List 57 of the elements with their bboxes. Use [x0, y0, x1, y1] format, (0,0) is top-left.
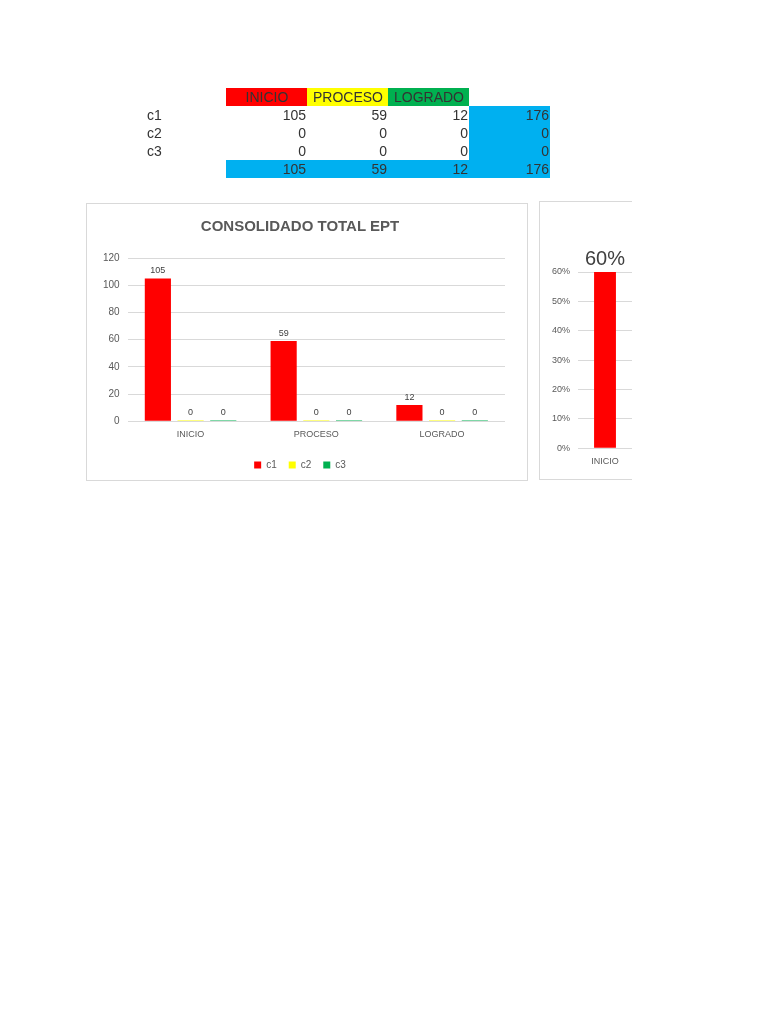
y-tick-label: 20 — [108, 387, 121, 399]
y-tick-label: 40 — [108, 360, 121, 372]
y-tick-label: 0 — [114, 414, 121, 426]
data-label: 176 — [469, 106, 550, 124]
bar — [270, 340, 297, 421]
x-tick-label: INICIO — [226, 88, 307, 106]
data-label: 0 — [388, 142, 469, 160]
data-label: 12 — [388, 160, 469, 178]
data-label: 0 — [307, 124, 388, 142]
data-label: 0 — [346, 407, 352, 418]
y-tick-label: 0% — [557, 442, 571, 453]
bar — [144, 278, 171, 421]
x-tick-label: LOGRADO — [419, 429, 465, 440]
data-label: 0 — [226, 142, 307, 160]
y-tick-label: c3 — [146, 142, 163, 160]
legend-label: c3 — [335, 458, 347, 470]
y-tick-label: 100 — [103, 278, 121, 290]
data-label: 0 — [469, 142, 550, 160]
data-label: 176 — [469, 160, 550, 178]
y-tick-label: 80 — [108, 306, 121, 318]
data-label: 0 — [313, 407, 319, 418]
data-label: 12 — [388, 106, 469, 124]
data-label: 0 — [307, 142, 388, 160]
data-label: 0 — [472, 407, 478, 418]
x-tick-label: PROCESO — [293, 429, 339, 440]
x-tick-label: INICIO — [591, 456, 619, 467]
data-label: 0 — [439, 407, 445, 418]
chart-title: CONSOLIDADO TOTAL EPT — [200, 217, 400, 235]
y-tick-label: 120 — [103, 251, 121, 263]
legend-label: c1 — [266, 458, 278, 470]
data-label: 59 — [307, 160, 388, 178]
y-tick-label: c2 — [146, 124, 163, 142]
data-label: 60% — [584, 246, 626, 269]
data-label: 59 — [307, 106, 388, 124]
bar — [396, 404, 423, 421]
x-tick-label: PROCESO — [307, 88, 388, 106]
y-tick-label: 60% — [552, 266, 571, 277]
y-tick-label: 20% — [552, 383, 571, 394]
data-label: 0 — [226, 124, 307, 142]
x-tick-label: LOGRADO — [388, 88, 469, 106]
data-label: 0 — [388, 124, 469, 142]
y-tick-label: 50% — [552, 295, 571, 306]
data-label: 59 — [278, 327, 289, 338]
data-label: 12 — [404, 391, 415, 402]
legend-label: c2 — [300, 458, 312, 470]
data-label: 105 — [226, 160, 307, 178]
y-tick-label: 60 — [108, 333, 121, 345]
data-label: 105 — [226, 106, 307, 124]
y-tick-label: 40% — [552, 325, 571, 336]
y-tick-label: c1 — [146, 106, 163, 124]
data-label: 0 — [188, 407, 194, 418]
y-tick-label: 10% — [552, 413, 571, 424]
data-label: 0 — [220, 407, 226, 418]
data-label: 0 — [469, 124, 550, 142]
x-tick-label: INICIO — [176, 429, 205, 440]
y-tick-label: 30% — [552, 354, 571, 365]
data-label: 105 — [150, 265, 166, 276]
